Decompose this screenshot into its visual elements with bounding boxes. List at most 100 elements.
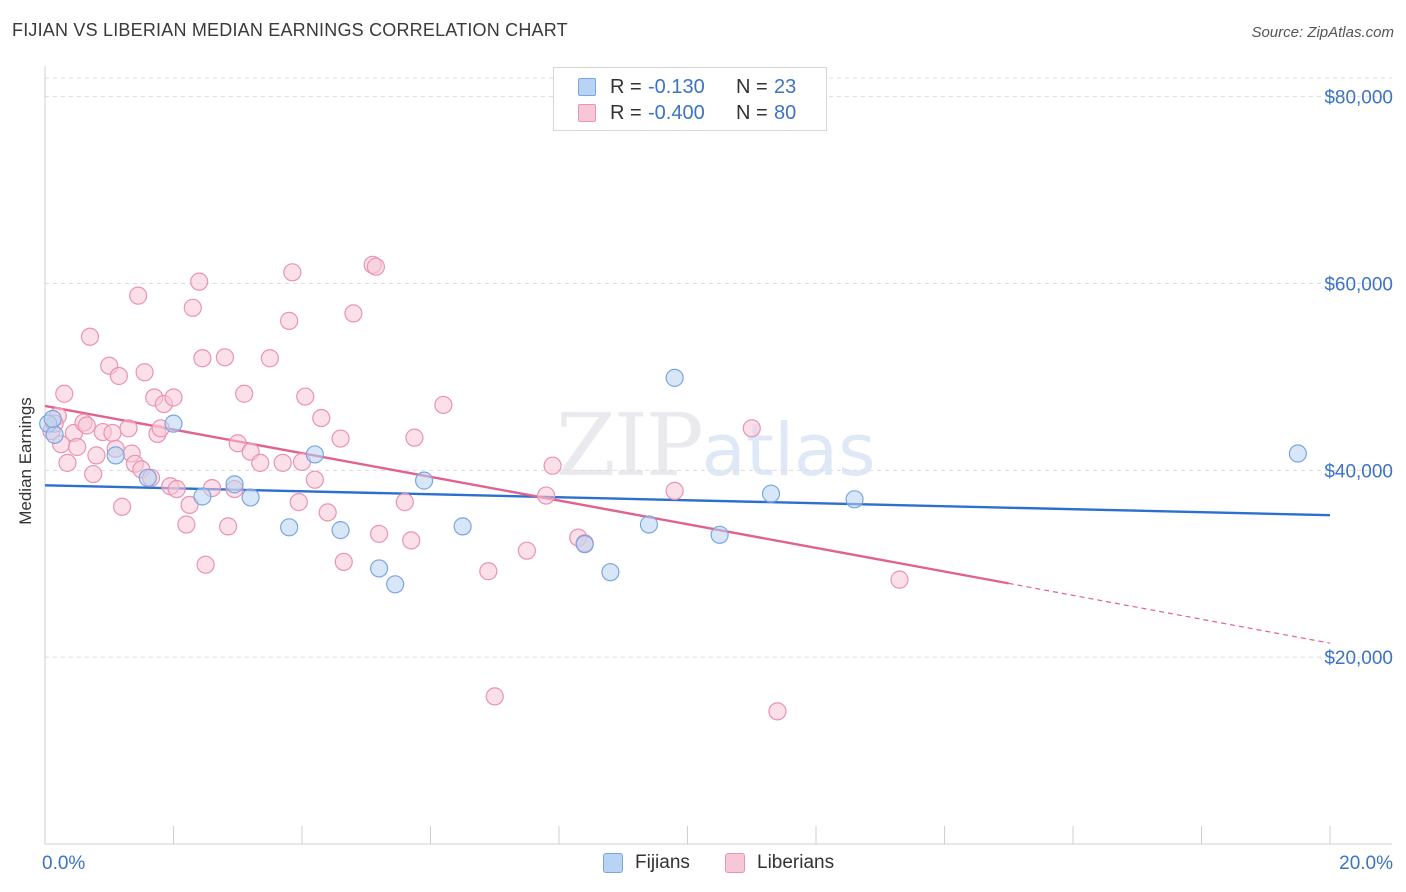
liberian-point	[768, 702, 787, 721]
fijian-point	[331, 521, 350, 540]
watermark-zip: ZIP	[556, 396, 704, 496]
liberian-point	[119, 419, 138, 438]
liberian-point	[334, 552, 353, 571]
fijian-point	[138, 468, 157, 487]
fijian-point	[225, 475, 244, 494]
fijian-point	[193, 487, 212, 506]
liberian-point	[318, 503, 337, 522]
gridlines	[45, 77, 1392, 658]
liberian-point	[112, 497, 132, 516]
liberian-point	[260, 349, 279, 368]
liberian-point	[296, 387, 315, 406]
liberian-point	[280, 311, 299, 330]
legend-item-liberians[interactable]: Liberians	[725, 852, 834, 874]
data-points	[39, 255, 1307, 721]
legend-r-value: -0.130	[648, 75, 705, 98]
liberian-point	[235, 384, 254, 403]
liberians-legend-label: Liberians	[757, 852, 835, 873]
fijian-point	[710, 525, 729, 544]
liberian-point	[129, 286, 148, 305]
y-tick-label: $20,000	[1324, 648, 1393, 669]
fijian-point	[761, 484, 781, 503]
fijian-point	[639, 515, 659, 534]
liberians-legend-swatch	[725, 853, 745, 873]
x-tick-label-max: 20.0%	[1339, 853, 1393, 874]
fijian-point	[575, 535, 594, 554]
liberian-point	[395, 493, 414, 512]
liberian-point	[228, 434, 247, 453]
liberian-point	[665, 481, 684, 500]
liberian-point	[479, 562, 498, 581]
liberian-point	[305, 470, 324, 489]
legend-item-fijians[interactable]: Fijians	[603, 852, 690, 874]
axes	[44, 66, 1392, 845]
legend-r-label: R =	[610, 101, 642, 124]
watermark: ZIPatlas	[556, 396, 876, 496]
liberian-point	[370, 524, 389, 543]
fijians-legend-label: Fijians	[635, 852, 690, 873]
fijian-point	[305, 445, 324, 464]
fijian-point	[43, 409, 62, 429]
liberian-point	[109, 366, 128, 386]
fijian-point	[386, 575, 405, 594]
liberian-point	[331, 429, 350, 448]
liberian-point	[84, 464, 103, 484]
legend-row-fijians: R = -0.130 N = 23	[554, 73, 796, 101]
fijians-legend-swatch	[603, 853, 623, 873]
legend-r-value: -0.400	[648, 101, 705, 124]
liberian-point	[434, 395, 453, 415]
liberian-point	[55, 384, 74, 403]
liberians-swatch	[578, 104, 596, 122]
fijian-point	[164, 414, 183, 433]
liberian-point	[215, 348, 234, 367]
liberian-point	[167, 479, 186, 499]
liberian-point	[177, 515, 196, 534]
liberian-point	[543, 456, 562, 475]
liberian-point	[405, 428, 424, 447]
fijian-point	[601, 563, 620, 582]
fijian-point	[45, 425, 64, 444]
fijian-point	[106, 446, 125, 465]
y-axis-title: Median Earnings	[16, 397, 35, 525]
chart-title: FIJIAN VS LIBERIAN MEDIAN EARNINGS CORRE…	[12, 20, 568, 40]
y-tick-label: $40,000	[1324, 461, 1393, 482]
fijians-trend-line	[44, 484, 1331, 517]
legend: R = -0.130 N = 23 R = -0.400 N = 80	[553, 67, 827, 131]
liberian-point	[103, 423, 122, 443]
source-label: Source: ZipAtlas.com	[1251, 24, 1394, 41]
liberian-point	[87, 446, 106, 465]
liberian-point	[344, 304, 363, 323]
trend-lines	[44, 404, 1331, 644]
fijian-point	[665, 368, 684, 387]
legend-r-label: R =	[610, 75, 642, 98]
fijians-swatch	[578, 78, 596, 96]
liberian-point	[164, 388, 183, 407]
liberians-trend-extension	[1008, 582, 1331, 644]
fijian-point	[370, 559, 389, 578]
liberian-point	[537, 486, 556, 505]
y-tick-label: $60,000	[1324, 275, 1393, 296]
legend-n-value: 80	[774, 101, 797, 124]
legend-n-label: N =	[736, 101, 768, 124]
liberian-point	[890, 570, 909, 589]
tick-labels: $20,000 $40,000 $60,000 $80,000 0.0% 20.0% Med…	[16, 88, 1393, 874]
y-tick-label: $80,000	[1324, 88, 1393, 109]
liberian-point	[742, 419, 761, 438]
liberian-point	[485, 687, 504, 706]
liberian-point	[58, 453, 77, 472]
legend-n-value: 23	[774, 75, 797, 98]
liberian-point	[366, 257, 385, 276]
liberian-point	[312, 408, 331, 428]
watermark-atlas: atlas	[701, 408, 876, 492]
liberian-point	[283, 263, 302, 282]
legend-n-label: N =	[736, 75, 768, 98]
fijian-point	[845, 490, 864, 509]
liberian-point	[517, 541, 536, 560]
legend-row-liberians: R = -0.400 N = 80	[554, 99, 796, 127]
x-tick-label-min: 0.0%	[42, 853, 85, 874]
fijian-point	[453, 517, 472, 536]
series-legend: Fijians Liberians	[0, 852, 1406, 878]
liberian-point	[273, 453, 292, 472]
liberian-point	[77, 416, 96, 435]
